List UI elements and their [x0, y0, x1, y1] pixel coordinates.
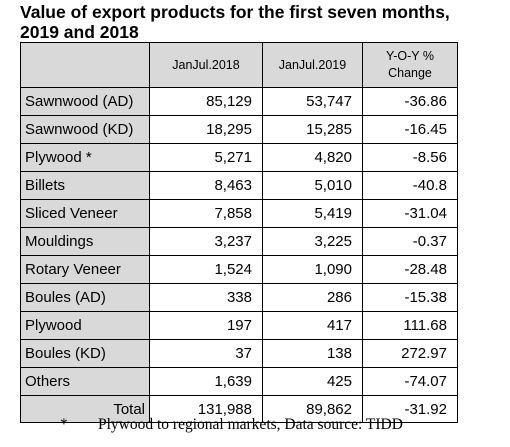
cell-2018: 18,295	[149, 115, 263, 144]
cell-2019: 425	[262, 367, 363, 396]
row-label: Mouldings	[20, 227, 150, 256]
page-title: Value of export products for the first s…	[20, 2, 508, 42]
row-label: Others	[20, 367, 150, 396]
table-row: Boules (AD) 338 286 -15.38	[20, 283, 458, 312]
cell-change: -15.38	[362, 283, 458, 312]
footnote-text: Plywood to regional markets, Data source…	[98, 416, 403, 433]
cell-2019: 5,010	[262, 171, 363, 200]
cell-2019: 286	[262, 283, 363, 312]
header-row: JanJul.2018 JanJul.2019 Y-O-Y % Change	[20, 42, 458, 88]
total-label: Total	[20, 395, 150, 423]
cell-2018: 5,271	[149, 143, 263, 172]
row-label: Boules (KD)	[20, 339, 150, 368]
cell-2018: 1,639	[149, 367, 263, 396]
table-row: Sawnwood (KD) 18,295 15,285 -16.45	[20, 115, 458, 144]
title-line-1: Value of export products for the first s…	[20, 2, 450, 22]
cell-2019: 1,090	[262, 255, 363, 284]
cell-change: 111.68	[362, 311, 458, 340]
total-row: Total 131,988 89,862 -31.92	[20, 395, 458, 423]
row-label: Boules (AD)	[20, 283, 150, 312]
cell-change: -0.37	[362, 227, 458, 256]
cell-change: -40.8	[362, 171, 458, 200]
cell-2018: 338	[149, 283, 263, 312]
cell-change: -16.45	[362, 115, 458, 144]
cell-change: -31.04	[362, 199, 458, 228]
col-header-change-line-1: Y-O-Y %	[386, 49, 434, 63]
cell-2019: 15,285	[262, 115, 363, 144]
table-body: Sawnwood (AD) 85,129 53,747 -36.86 Sawnwood …	[20, 87, 458, 423]
cell-2019: 3,225	[262, 227, 363, 256]
table-row: Billets 8,463 5,010 -40.8	[20, 171, 458, 200]
cell-2018: 3,237	[149, 227, 263, 256]
table-row: Boules (KD) 37 138 272.97	[20, 339, 458, 368]
table-row: Mouldings 3,237 3,225 -0.37	[20, 227, 458, 256]
row-label: Plywood *	[20, 143, 150, 172]
cell-2019: 4,820	[262, 143, 363, 172]
header-corner	[20, 42, 150, 88]
col-header-change: Y-O-Y % Change	[362, 42, 458, 88]
row-label: Sliced Veneer	[20, 199, 150, 228]
table-row: Plywood * 5,271 4,820 -8.56	[20, 143, 458, 172]
col-header-change-line-2: Change	[388, 66, 432, 80]
table-row: Rotary Veneer 1,524 1,090 -28.48	[20, 255, 458, 284]
cell-change: -28.48	[362, 255, 458, 284]
cell-2018: 7,858	[149, 199, 263, 228]
col-header-2018: JanJul.2018	[149, 42, 263, 88]
row-label: Plywood	[20, 311, 150, 340]
table-row: Others 1,639 425 -74.07	[20, 367, 458, 396]
row-label: Sawnwood (AD)	[20, 87, 150, 116]
cell-2018: 1,524	[149, 255, 263, 284]
row-label: Sawnwood (KD)	[20, 115, 150, 144]
row-label: Billets	[20, 171, 150, 200]
footnote: * Plywood to regional markets, Data sourc…	[60, 416, 403, 434]
cell-2018: 37	[149, 339, 263, 368]
title-line-2: 2019 and 2018	[20, 22, 139, 42]
table-row: Sliced Veneer 7,858 5,419 -31.04	[20, 199, 458, 228]
cell-2019: 138	[262, 339, 363, 368]
table-row: Sawnwood (AD) 85,129 53,747 -36.86	[20, 87, 458, 116]
cell-2019: 5,419	[262, 199, 363, 228]
cell-change: 272.97	[362, 339, 458, 368]
export-table: JanJul.2018 JanJul.2019 Y-O-Y % Change S…	[20, 42, 458, 423]
cell-2018: 8,463	[149, 171, 263, 200]
footnote-mark: *	[60, 416, 68, 433]
row-label: Rotary Veneer	[20, 255, 150, 284]
table-row: Plywood 197 417 111.68	[20, 311, 458, 340]
total-2019: 89,862	[262, 395, 363, 423]
total-change: -31.92	[362, 395, 458, 423]
col-header-2019: JanJul.2019	[262, 42, 363, 88]
cell-change: -74.07	[362, 367, 458, 396]
cell-2019: 417	[262, 311, 363, 340]
cell-2019: 53,747	[262, 87, 363, 116]
cell-change: -36.86	[362, 87, 458, 116]
cell-2018: 197	[149, 311, 263, 340]
cell-change: -8.56	[362, 143, 458, 172]
cell-2018: 85,129	[149, 87, 263, 116]
